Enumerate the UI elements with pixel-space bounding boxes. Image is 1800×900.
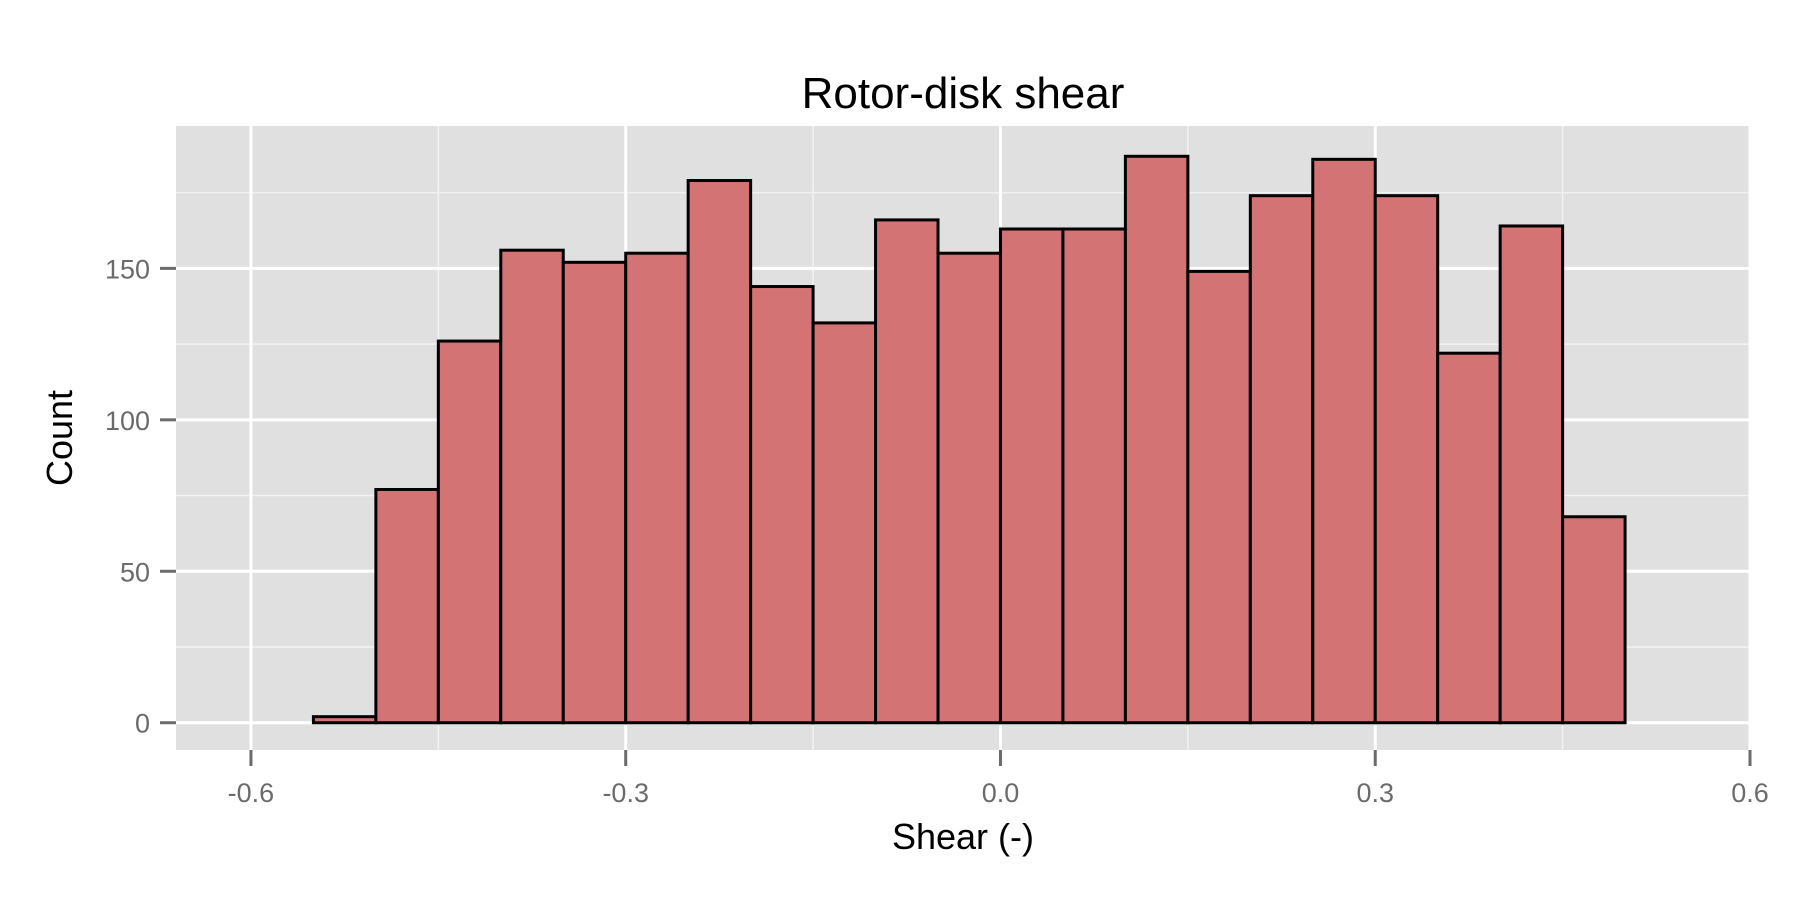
histogram-bar [936,251,1002,725]
histogram-bar [1373,194,1440,725]
x-tick-label: 0.3 [1356,778,1394,808]
chart-title: Rotor-disk shear [802,69,1125,118]
histogram-bar [1186,269,1252,725]
histogram-bar [311,715,378,725]
x-axis: -0.6 -0.3 0.0 0.3 0.6 [228,750,1769,808]
histogram-bar [811,321,878,725]
x-tick-label: -0.6 [228,778,275,808]
x-tick-label: 0.0 [982,778,1020,808]
y-tick-label: 100 [105,406,150,436]
histogram-bar [1061,227,1127,725]
histogram-bar [998,227,1065,725]
y-axis-title: Count [39,390,80,486]
histogram-bar [1436,351,1502,725]
histogram-bar [1498,224,1565,725]
y-tick-label: 0 [135,709,150,739]
y-tick-label: 50 [120,557,150,587]
histogram-bar [499,248,565,725]
y-axis: 0 50 100 150 [105,254,176,739]
x-tick-label: 0.6 [1731,778,1769,808]
histogram-bar [686,179,753,725]
histogram-bar [436,339,503,725]
histogram-bars [311,154,1627,725]
histogram-bar [1311,157,1377,725]
histogram-bar [1248,194,1315,725]
histogram-bar [374,487,440,725]
histogram-bar [561,260,628,725]
histogram-bar [624,251,690,725]
x-tick-label: -0.3 [602,778,649,808]
histogram-bar [874,218,940,725]
histogram-bar [749,285,815,725]
y-tick-label: 150 [105,254,150,284]
histogram-bar [1123,154,1190,725]
x-axis-title: Shear (-) [892,816,1034,857]
histogram-bar [1561,515,1627,725]
